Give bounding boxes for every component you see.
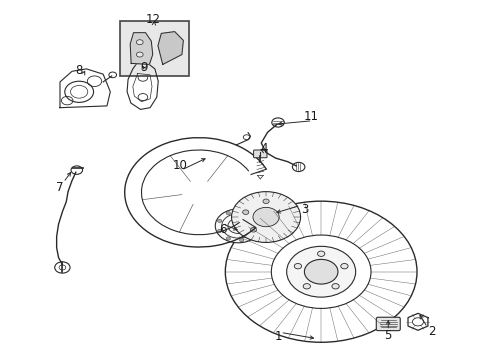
Text: 8: 8 [75,64,82,77]
Circle shape [251,234,255,237]
Text: 6: 6 [219,223,226,236]
Text: 12: 12 [145,13,161,26]
Circle shape [331,284,339,289]
Circle shape [226,212,230,215]
Text: 11: 11 [304,110,319,123]
Circle shape [340,264,347,269]
Circle shape [255,224,260,228]
Circle shape [250,228,256,232]
Circle shape [317,251,324,256]
Circle shape [136,40,143,45]
Text: 2: 2 [427,325,434,338]
Bar [120,21,189,76]
Circle shape [252,207,279,227]
FancyBboxPatch shape [253,150,266,158]
Circle shape [286,246,355,297]
Circle shape [294,264,301,269]
Circle shape [242,210,248,215]
Text: 1: 1 [274,330,281,343]
Text: 4: 4 [260,142,267,155]
Circle shape [226,237,230,240]
Circle shape [239,239,244,242]
Text: 9: 9 [140,60,147,73]
Circle shape [215,209,261,243]
Circle shape [217,229,222,233]
Text: 10: 10 [172,159,187,172]
Circle shape [263,199,268,204]
Text: 7: 7 [56,181,63,194]
Text: 5: 5 [384,329,391,342]
Circle shape [136,52,143,57]
Circle shape [231,192,300,242]
Circle shape [251,215,255,218]
Polygon shape [130,33,152,64]
Polygon shape [158,32,183,64]
Circle shape [303,284,310,289]
Text: 3: 3 [300,203,307,216]
Circle shape [217,219,222,222]
Circle shape [239,210,244,213]
Circle shape [304,259,337,284]
FancyBboxPatch shape [376,317,399,330]
